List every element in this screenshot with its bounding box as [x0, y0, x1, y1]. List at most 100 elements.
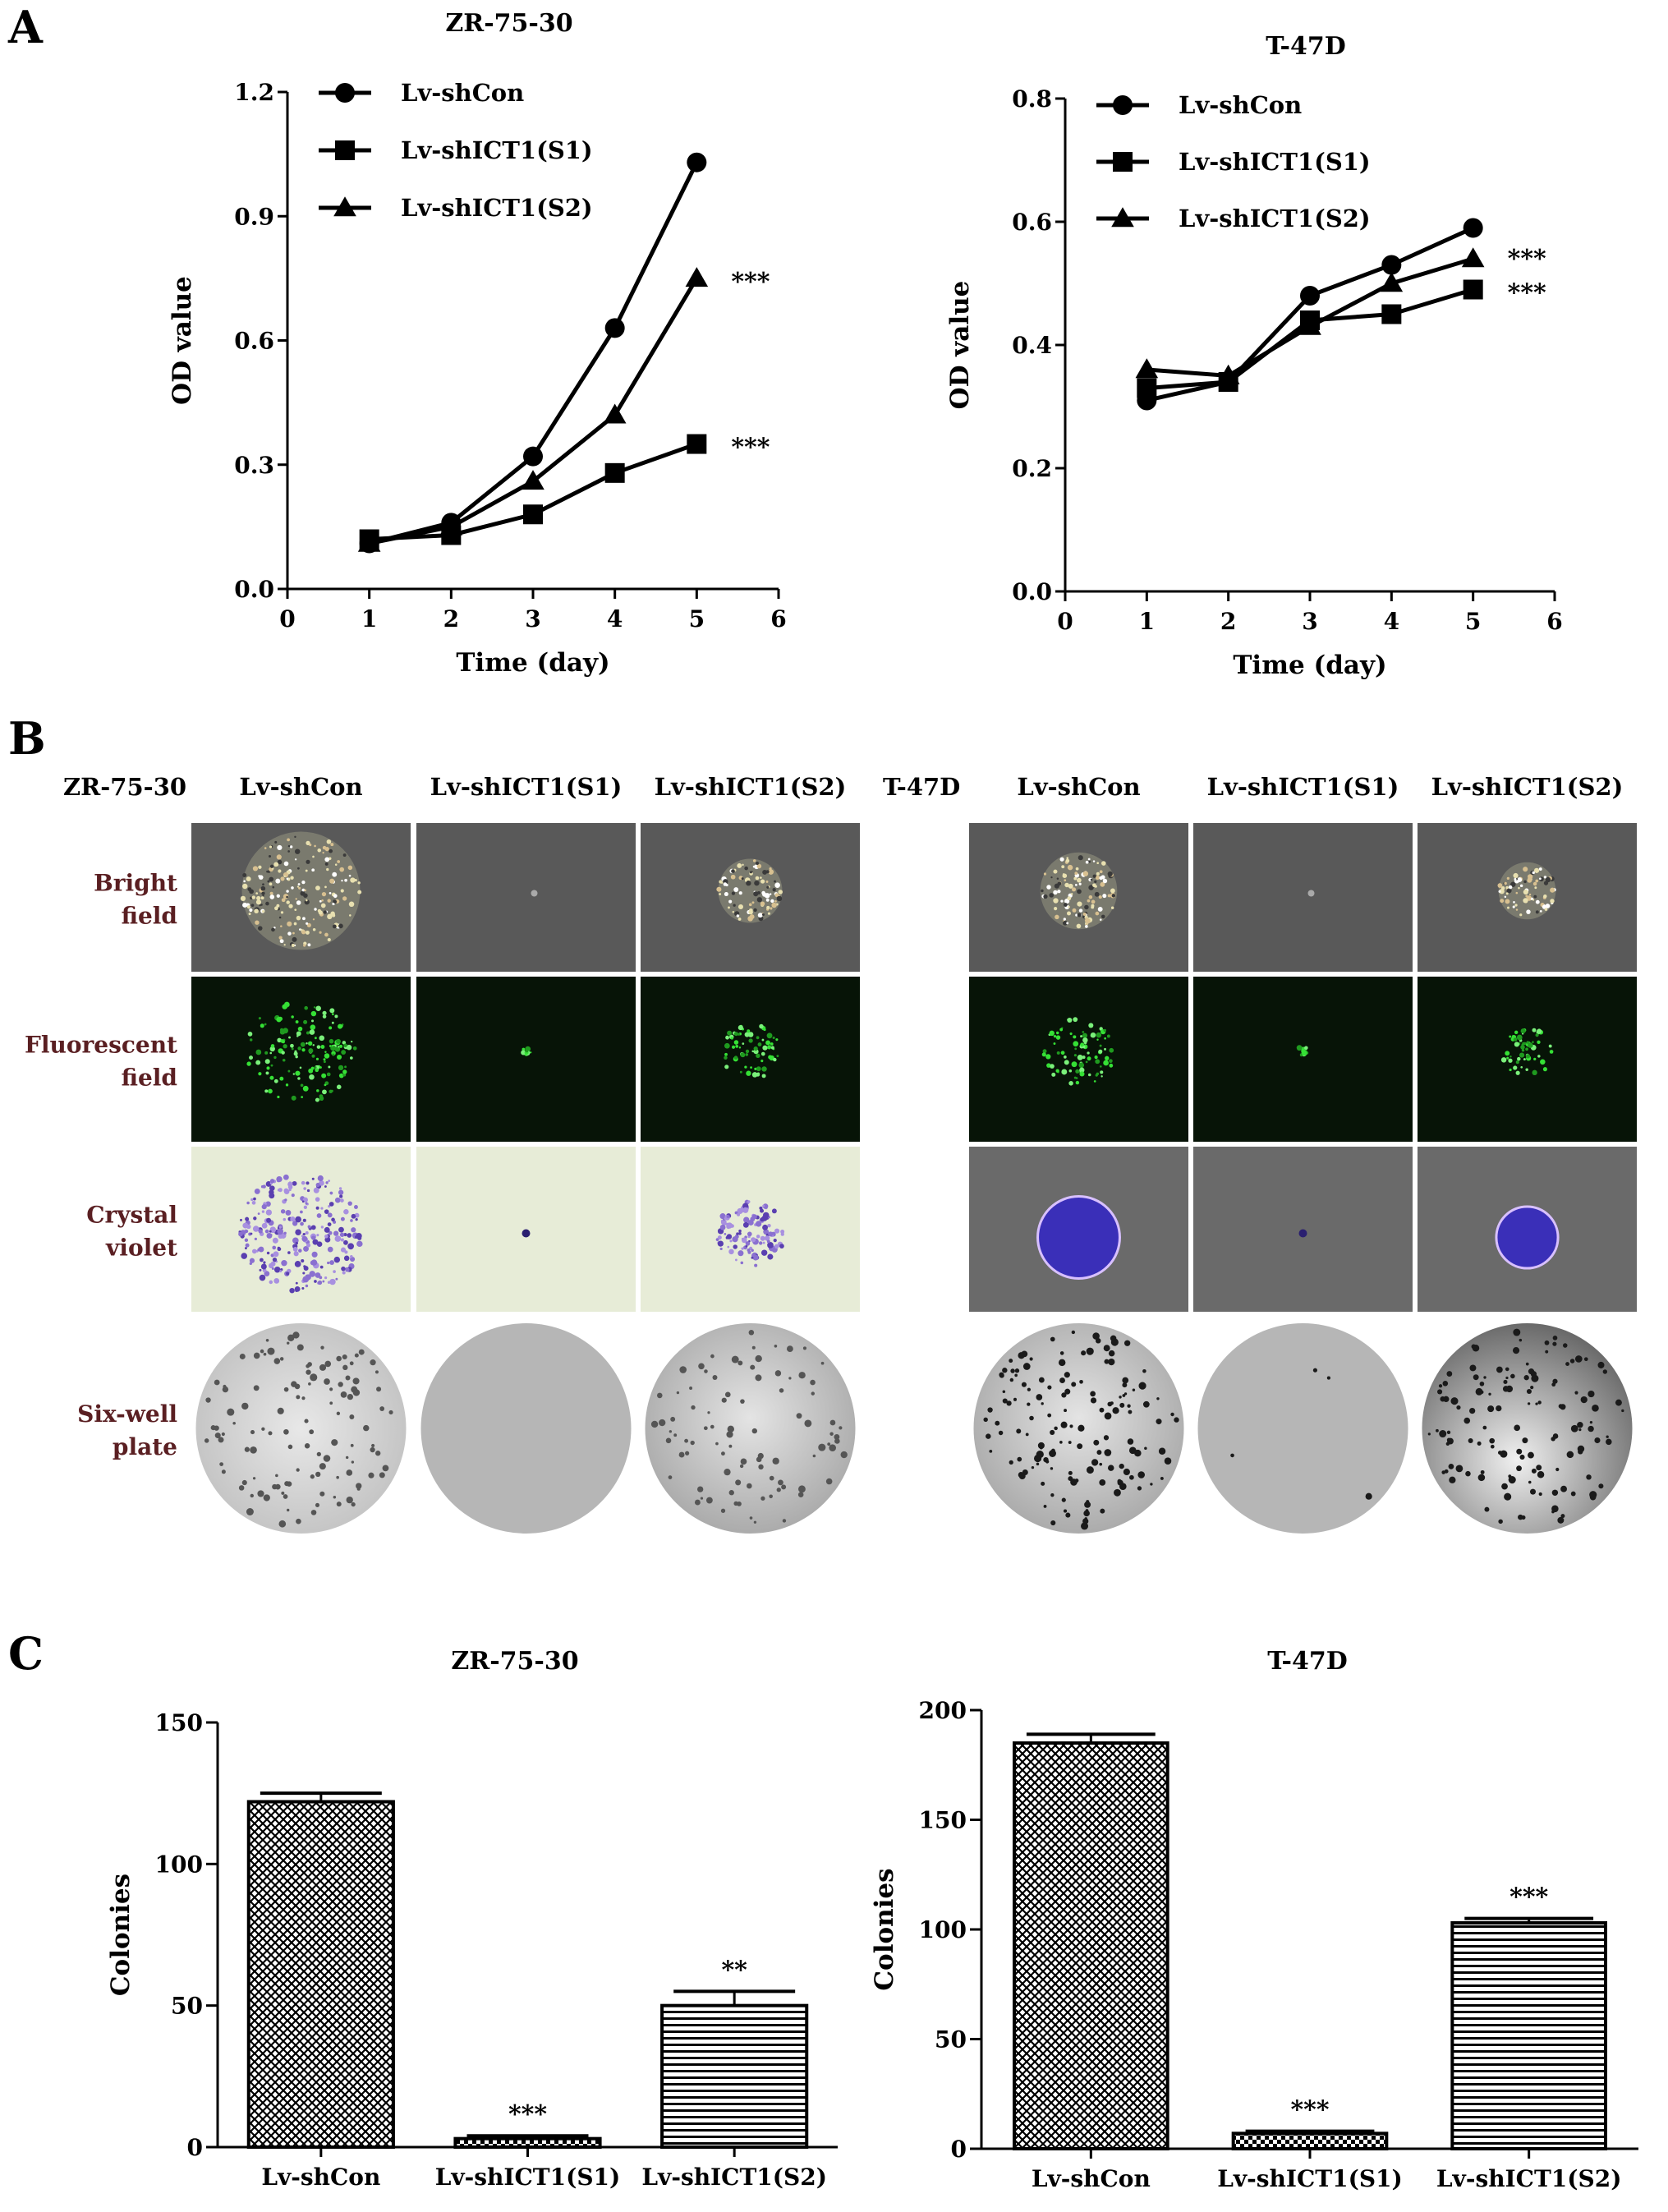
colony-dot: [704, 1369, 708, 1373]
cell-speck: [317, 848, 322, 853]
colony-dot: [261, 1427, 265, 1431]
cell-speck: [767, 1223, 771, 1228]
cell-speck: [1063, 917, 1066, 921]
cell-speck: [283, 1174, 289, 1180]
stained-colony: [1298, 1229, 1307, 1238]
cell-speck: [738, 1231, 742, 1235]
bar: [1231, 2132, 1389, 2151]
cell-speck: [760, 901, 765, 906]
cell-speck: [306, 1031, 310, 1035]
cell-speck: [293, 922, 297, 926]
colony-dot: [275, 1474, 278, 1478]
cell-speck: [1099, 870, 1103, 874]
cell-speck: [769, 893, 772, 895]
colony-dot: [1557, 1516, 1565, 1524]
cell-speck: [725, 1035, 729, 1040]
cell-speck: [322, 1014, 327, 1019]
colony-dot: [324, 1378, 330, 1385]
cell-speck: [343, 1239, 348, 1245]
cell-speck: [258, 1072, 262, 1076]
legend-marker: [1113, 95, 1133, 115]
panel-b-images: ZR-75-30 T-47D Lv-shCon Lv-shICT1(S1) Lv-shI…: [25, 773, 1637, 1534]
colony-dot: [788, 1377, 792, 1380]
cell-speck: [312, 1044, 315, 1046]
colony-dot: [1519, 1338, 1523, 1342]
colony-dot: [1365, 1492, 1372, 1500]
cell-speck: [1528, 893, 1532, 896]
cell-speck: [749, 871, 752, 874]
colony-dot: [776, 1488, 781, 1492]
colony-dot: [1009, 1377, 1014, 1382]
cell-speck: [1109, 1059, 1113, 1064]
cell-speck: [326, 867, 329, 871]
cell-speck: [323, 1060, 326, 1064]
legend-label: Lv-shCon: [401, 79, 524, 107]
cell-speck: [1545, 904, 1551, 908]
cell-speck: [1109, 1063, 1114, 1068]
legend-marker: [1111, 207, 1134, 228]
colony-dot: [319, 1463, 326, 1470]
colony-dot: [802, 1346, 806, 1350]
cell-speck: [1497, 883, 1503, 888]
cell-speck: [723, 1222, 727, 1226]
colony-dot: [1444, 1469, 1449, 1474]
cell-speck: [320, 903, 326, 908]
colony-dot: [1465, 1470, 1471, 1477]
cell-speck: [330, 1089, 333, 1092]
cell-speck: [343, 1232, 347, 1237]
colony-dot: [1483, 1376, 1486, 1379]
cell-speck: [1532, 1041, 1534, 1043]
cell-speck: [1085, 860, 1089, 864]
cell-speck: [347, 865, 353, 871]
cell-speck: [264, 1051, 269, 1055]
cell-speck: [1500, 899, 1505, 904]
cell-speck: [771, 902, 777, 908]
cell-speck: [316, 1234, 319, 1237]
cell-speck: [267, 880, 270, 883]
cell-speck: [332, 871, 338, 877]
colony-dot: [1512, 1347, 1520, 1354]
colony-dot: [1484, 1506, 1490, 1512]
cell-speck: [290, 1043, 294, 1048]
cell-speck: [734, 1211, 738, 1215]
cell-speck: [303, 1245, 309, 1252]
cell-speck: [285, 1209, 292, 1216]
colony-dot: [1009, 1460, 1013, 1465]
cell-speck: [751, 901, 755, 904]
cell-speck: [283, 861, 289, 867]
colony-dot: [1490, 1444, 1495, 1449]
data-point: [523, 504, 543, 525]
cell-speck: [1064, 882, 1069, 888]
cell-speck: [1107, 871, 1113, 877]
cell-speck: [251, 895, 256, 899]
cell-speck: [300, 1210, 303, 1214]
cell-speck: [768, 1231, 774, 1237]
panel-letter-c: C: [8, 1627, 44, 1680]
cell-speck: [329, 1191, 333, 1195]
cell-speck: [1099, 1044, 1102, 1047]
cell-speck: [1088, 1023, 1094, 1028]
cell-speck: [1508, 885, 1513, 890]
colony-dot: [986, 1433, 991, 1439]
colony-dot: [345, 1375, 351, 1381]
cell-speck: [744, 866, 748, 871]
cell-speck: [301, 888, 306, 892]
cell-speck: [277, 844, 283, 851]
y-tick-label: 50: [171, 1993, 203, 2020]
cell-speck: [732, 1236, 738, 1243]
cell-speck: [329, 891, 332, 894]
y-tick-label: 150: [155, 1709, 203, 1736]
cell-speck: [265, 901, 269, 906]
bar: [246, 1800, 395, 2149]
colony-dot: [1525, 1362, 1529, 1366]
cell-speck: [343, 1208, 349, 1215]
colony-dot: [1446, 1371, 1453, 1377]
cell-speck: [333, 894, 338, 899]
cell-speck: [778, 890, 783, 894]
colony-dot: [1018, 1473, 1026, 1480]
colony-dot: [779, 1388, 784, 1393]
colony-dot: [1514, 1424, 1520, 1432]
row-label: Fluorescent: [25, 1032, 177, 1059]
cell-speck: [769, 867, 772, 871]
colony-dot: [1487, 1405, 1495, 1413]
